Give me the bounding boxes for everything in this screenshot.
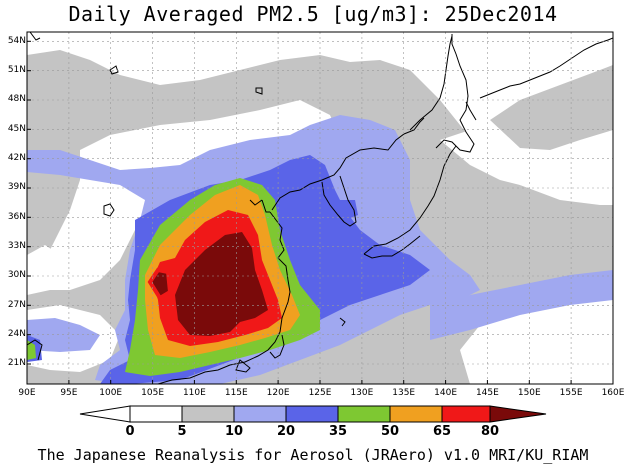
colorbar-bin-5-10 (181, 405, 235, 423)
lon-label: 140E (434, 388, 458, 398)
clean-area-west (27, 245, 65, 295)
colorbar (79, 405, 547, 423)
lat-label: 27N (7, 300, 26, 310)
lat-label: 36N (7, 212, 26, 222)
contour-35-50-west-patch (27, 340, 36, 360)
lat-label: 24N (7, 329, 26, 339)
lon-label: 100E (99, 388, 123, 398)
colorbar-label: 65 (432, 424, 452, 439)
lon-label: 115E (224, 388, 248, 398)
colorbar-label: 20 (276, 424, 296, 439)
lon-label: 110E (182, 388, 206, 398)
footer-credit: The Japanese Reanalysis for Aerosol (JRA… (37, 446, 589, 464)
lon-label: 105E (141, 388, 165, 398)
contour-5-10-east (490, 65, 613, 150)
contour-gt80 (175, 232, 268, 336)
contour-10-20-pacific-band (430, 270, 613, 340)
map-title: Daily Averaged PM2.5 [ug/m3]: 25Dec2014 (68, 2, 558, 26)
colorbar-bin-10-20 (233, 405, 287, 423)
lon-label: 90E (18, 388, 36, 398)
lon-label: 125E (308, 388, 332, 398)
pm25-field (27, 32, 613, 384)
lon-label: 120E (266, 388, 290, 398)
lat-label: 21N (7, 358, 26, 368)
colorbar-bin-35-50 (337, 405, 391, 423)
lat-label: 33N (7, 241, 26, 251)
lon-label: 150E (517, 388, 541, 398)
colorbar-label: 0 (125, 424, 135, 439)
colorbar-label: 10 (224, 424, 244, 439)
colorbar-bin-20-35 (285, 405, 339, 423)
lon-label: 135E (392, 388, 416, 398)
colorbar-lt0 (79, 405, 131, 423)
colorbar-label: 80 (480, 424, 500, 439)
axis-ticks (26, 40, 614, 384)
lat-label: 42N (7, 153, 26, 163)
lon-label: 160E (601, 388, 625, 398)
colorbar-label: 35 (328, 424, 348, 439)
lat-label: 51N (7, 65, 26, 75)
colorbar-bin-0-5 (129, 405, 183, 423)
lat-label: 39N (7, 182, 26, 192)
colorbar-label: 5 (177, 424, 187, 439)
lon-label: 95E (60, 388, 78, 398)
lon-label: 155E (559, 388, 583, 398)
colorbar-label: 50 (380, 424, 400, 439)
coastlines (27, 32, 613, 384)
lat-label: 45N (7, 124, 26, 134)
lat-label: 54N (7, 36, 26, 46)
clean-area-pacific (440, 130, 613, 200)
colorbar-bin-65-80 (441, 405, 491, 423)
lon-label: 145E (475, 388, 499, 398)
lat-label: 30N (7, 270, 26, 280)
gridlines (27, 32, 613, 384)
colorbar-gt80 (489, 405, 547, 423)
lon-label: 130E (350, 388, 374, 398)
contour-65-80-small-ring (147, 267, 173, 301)
lat-label: 48N (7, 94, 26, 104)
colorbar-bin-50-65 (389, 405, 443, 423)
